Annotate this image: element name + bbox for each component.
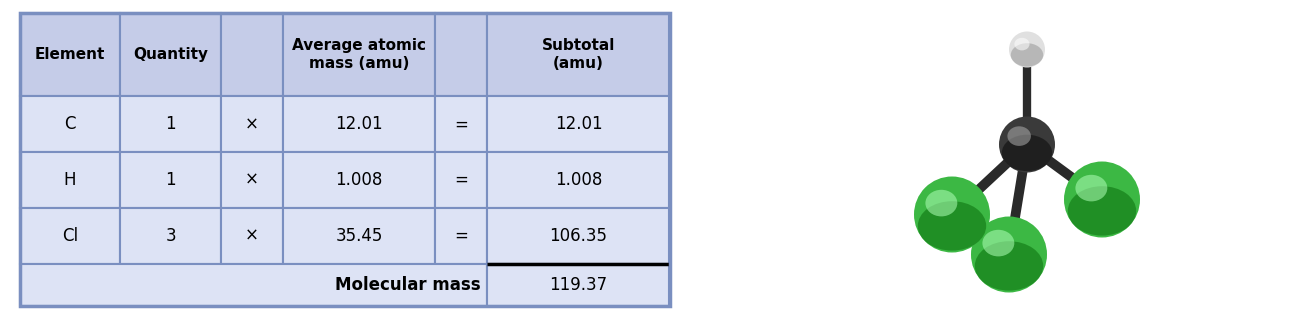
Bar — [436, 96, 488, 152]
Bar — [20, 96, 120, 152]
Text: 1: 1 — [165, 115, 176, 133]
Bar — [436, 152, 488, 208]
Text: Element: Element — [35, 47, 105, 62]
Text: Cl: Cl — [62, 227, 78, 245]
Ellipse shape — [1002, 135, 1052, 171]
Text: 3: 3 — [165, 227, 176, 245]
Bar — [221, 152, 282, 208]
Ellipse shape — [918, 201, 987, 251]
Bar — [120, 152, 221, 208]
Bar — [120, 13, 221, 96]
Text: C: C — [64, 115, 75, 133]
Ellipse shape — [998, 116, 1056, 173]
Bar — [20, 13, 670, 306]
Ellipse shape — [971, 217, 1046, 293]
Bar — [221, 96, 282, 152]
Bar — [436, 208, 488, 264]
Bar — [120, 208, 221, 264]
Bar — [436, 13, 488, 96]
Bar — [20, 13, 120, 96]
Text: 119.37: 119.37 — [550, 276, 607, 294]
Text: ×: × — [244, 227, 259, 245]
Text: 1.008: 1.008 — [555, 171, 602, 189]
Text: 1.008: 1.008 — [335, 171, 382, 189]
Text: ×: × — [244, 115, 259, 133]
Bar — [20, 208, 120, 264]
Bar — [282, 152, 436, 208]
Text: Molecular mass: Molecular mass — [335, 276, 481, 294]
Bar — [488, 96, 670, 152]
Text: =: = — [455, 171, 468, 189]
Bar — [120, 96, 221, 152]
Bar — [282, 13, 436, 96]
Ellipse shape — [926, 190, 957, 216]
Ellipse shape — [983, 230, 1014, 256]
Ellipse shape — [1011, 43, 1043, 67]
Bar — [488, 13, 670, 96]
Ellipse shape — [1075, 175, 1108, 201]
Text: 12.01: 12.01 — [335, 115, 384, 133]
Bar — [221, 208, 282, 264]
Bar — [488, 152, 670, 208]
Ellipse shape — [1014, 38, 1030, 50]
Ellipse shape — [1008, 126, 1031, 146]
Bar — [488, 264, 670, 306]
Bar — [20, 152, 120, 208]
Ellipse shape — [914, 176, 991, 253]
Bar — [20, 264, 488, 306]
Text: =: = — [455, 115, 468, 133]
Text: 106.35: 106.35 — [550, 227, 607, 245]
Text: ×: × — [244, 171, 259, 189]
Text: =: = — [455, 227, 468, 245]
Text: 12.01: 12.01 — [555, 115, 602, 133]
Text: Quantity: Quantity — [133, 47, 208, 62]
Ellipse shape — [1067, 186, 1136, 236]
Ellipse shape — [1063, 161, 1140, 238]
Bar — [221, 13, 282, 96]
Text: 1: 1 — [165, 171, 176, 189]
Text: Subtotal
(amu): Subtotal (amu) — [542, 38, 615, 71]
Ellipse shape — [975, 241, 1043, 291]
Bar — [282, 208, 436, 264]
Text: 35.45: 35.45 — [335, 227, 382, 245]
Bar — [488, 208, 670, 264]
Ellipse shape — [1009, 32, 1045, 68]
Text: Average atomic
mass (amu): Average atomic mass (amu) — [292, 38, 426, 71]
Text: H: H — [64, 171, 77, 189]
Bar — [282, 96, 436, 152]
